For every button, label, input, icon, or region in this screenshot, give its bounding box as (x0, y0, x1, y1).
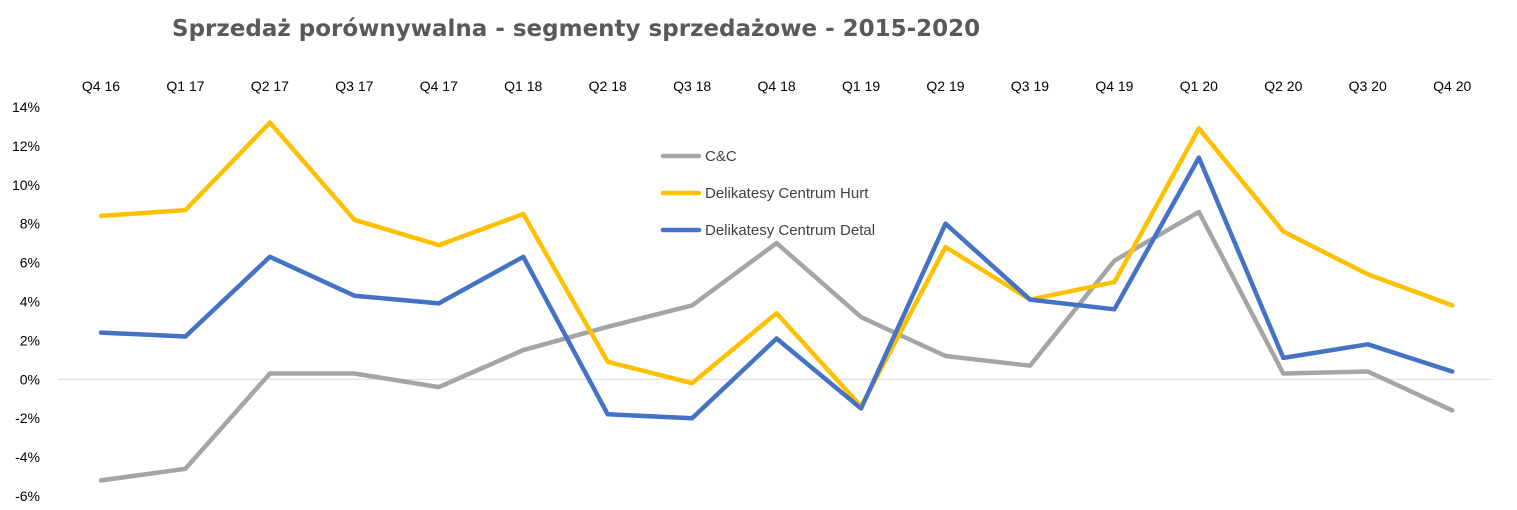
series-line (98, 209, 1455, 483)
y-tick-label: 8% (20, 216, 40, 232)
x-tick-label: Q4 20 (1433, 78, 1471, 94)
x-tick-label: Q4 16 (82, 78, 120, 94)
x-tick-label: Q3 17 (335, 78, 373, 94)
y-tick-label: 0% (20, 371, 40, 387)
x-tick-label: Q2 20 (1264, 78, 1302, 94)
y-tick-label: -4% (15, 449, 40, 465)
chart-title: Sprzedaż porównywalna - segmenty sprzeda… (172, 16, 980, 42)
legend-label: Delikatesy Centrum Hurt (705, 185, 869, 202)
y-tick-label: 10% (12, 177, 40, 193)
series-line (98, 120, 1455, 409)
x-tick-label: Q2 18 (589, 78, 627, 94)
x-tick-label: Q3 19 (1011, 78, 1049, 94)
legend: C&C Delikatesy Centrum Hurt Delikatesy Cen… (660, 148, 875, 239)
legend-label: C&C (705, 148, 737, 165)
x-tick-label: Q4 19 (1095, 78, 1133, 94)
x-tick-label: Q1 18 (504, 78, 542, 94)
x-tick-label: Q4 17 (420, 78, 458, 94)
y-tick-label: 6% (20, 255, 40, 271)
x-tick-label: Q1 20 (1180, 78, 1218, 94)
x-tick-label: Q3 20 (1349, 78, 1387, 94)
x-tick-label: Q2 17 (251, 78, 289, 94)
y-tick-label: 2% (20, 332, 40, 348)
y-tick-label: -2% (15, 410, 40, 426)
y-tick-label: 4% (20, 294, 40, 310)
x-tick-label: Q3 18 (673, 78, 711, 94)
x-tick-label: Q4 18 (758, 78, 796, 94)
y-tick-label: 12% (12, 138, 40, 154)
y-tick-label: -6% (15, 488, 40, 504)
legend-label: Delikatesy Centrum Detal (705, 222, 875, 239)
x-axis-labels: Q4 16 Q1 17 Q2 17 Q3 17 Q4 17 Q1 18 Q2 18 Q3 18… (82, 78, 1472, 94)
series-line (98, 155, 1455, 421)
series-lines (98, 120, 1455, 483)
x-tick-label: Q1 17 (166, 78, 204, 94)
y-tick-label: 14% (12, 99, 40, 115)
y-axis-labels: -6% -4% -2% 0% 2% 4% 6% 8% 10% 12% 14% (12, 99, 40, 504)
x-tick-label: Q1 19 (842, 78, 880, 94)
x-tick-label: Q2 19 (926, 78, 964, 94)
